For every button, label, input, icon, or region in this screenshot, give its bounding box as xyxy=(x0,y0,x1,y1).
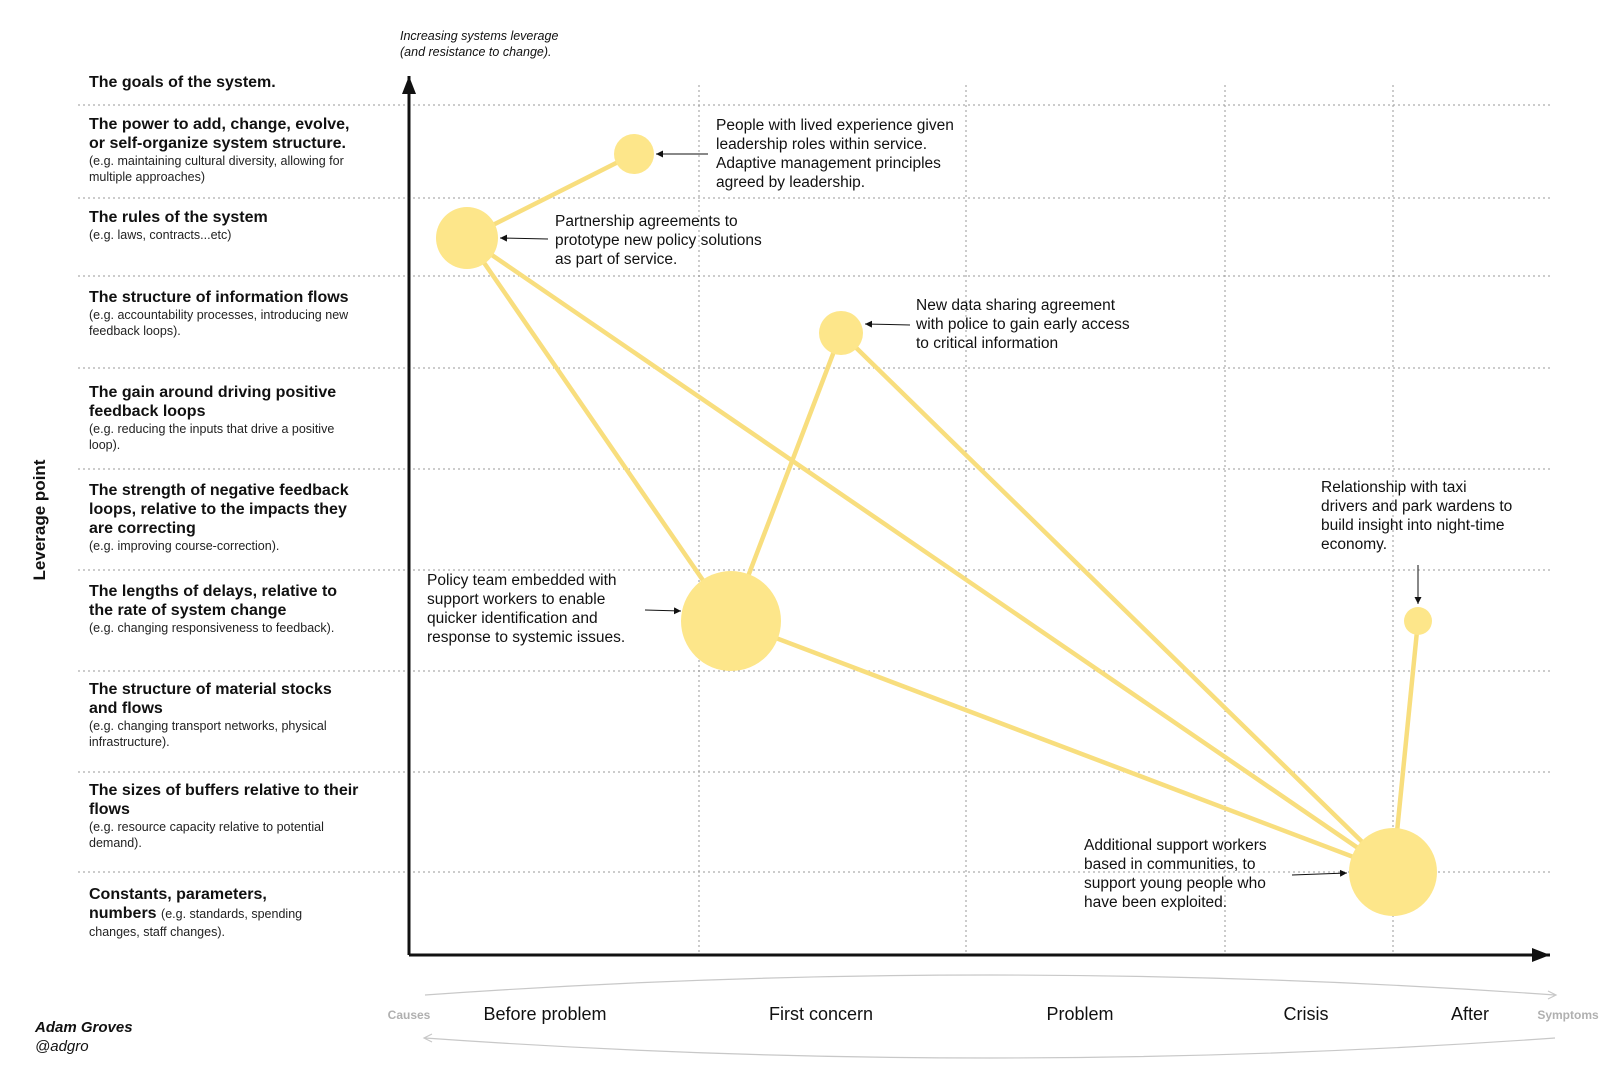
leverage-point-title: Constants, parameters, numbers xyxy=(89,886,267,922)
annotation-lived-experience: People with lived experience given leade… xyxy=(716,117,954,191)
annotation-support-workers: Additional support workers based in comm… xyxy=(1084,837,1267,911)
link-data-sharing-support-workers xyxy=(838,330,1396,875)
leverage-point-desc: (e.g. resource capacity relative to pote… xyxy=(89,820,324,850)
leverage-point-desc: (e.g. changing responsiveness to feedbac… xyxy=(89,621,335,635)
y-axis-label: Leverage point xyxy=(30,459,49,581)
stage-crisis: Crisis xyxy=(1283,1004,1329,1024)
node-data-sharing xyxy=(819,311,863,355)
leverage-point-constants: Constants, parameters, numbers (e.g. sta… xyxy=(89,885,329,941)
leverage-point-title: The structure of material stocks and flo… xyxy=(89,681,332,717)
leverage-point-self-organize: The power to add, change, evolve, or sel… xyxy=(89,115,364,185)
author-handle: @adgro xyxy=(35,1038,89,1055)
author-credit: Adam Groves @adgro xyxy=(35,1018,133,1056)
leverage-point-desc: (e.g. standards, spending changes, staff… xyxy=(89,907,303,939)
leverage-point-desc: (e.g. accountability processes, introduc… xyxy=(89,308,349,338)
annotation-arrows xyxy=(499,150,1422,877)
stage-first-concern: First concern xyxy=(768,1004,874,1024)
author-name: Adam Groves xyxy=(35,1019,133,1036)
leverage-point-goals: The goals of the system. xyxy=(89,73,364,92)
stage-end-symptoms: Symptoms xyxy=(1537,1008,1599,1022)
leverage-point-desc: (e.g. changing transport networks, physi… xyxy=(89,719,327,749)
leverage-point-desc: (e.g. reducing the inputs that drive a p… xyxy=(89,422,335,452)
stage-after: After xyxy=(1450,1004,1490,1024)
annotation-data-sharing: New data sharing agreement with police t… xyxy=(916,297,1130,352)
leverage-point-desc: (e.g. improving course-correction). xyxy=(89,539,280,553)
top-note-line2: (and resistance to change). xyxy=(400,45,552,59)
arrow-policy-team xyxy=(644,607,682,615)
link-partnership-policy-team xyxy=(464,235,734,624)
row-separators xyxy=(78,104,1550,873)
stage-problem: Problem xyxy=(1046,1004,1114,1024)
leverage-point-desc: (e.g. maintaining cultural diversity, al… xyxy=(89,154,344,184)
leverage-point-title: The goals of the system. xyxy=(89,74,276,91)
leverage-point-title: The rules of the system xyxy=(89,209,268,226)
leverage-point-desc: (e.g. laws, contracts...etc) xyxy=(89,228,232,242)
arrow-data-sharing xyxy=(864,320,911,328)
link-partnership-support-workers xyxy=(464,235,1396,875)
stage-end-causes: Causes xyxy=(387,1008,431,1022)
node-support-workers xyxy=(1349,828,1437,916)
leverage-point-buffers: The sizes of buffers relative to their f… xyxy=(89,781,364,851)
node-links xyxy=(464,151,1421,875)
leverage-point-information-flows: The structure of information flows (e.g.… xyxy=(89,288,364,339)
top-note-line1: Increasing systems leverage xyxy=(400,29,559,43)
link-policy-team-data-sharing xyxy=(728,330,844,624)
annotation-partnership: Partnership agreements to prototype new … xyxy=(555,213,762,268)
leverage-point-title: The lengths of delays, relative to the r… xyxy=(89,583,338,619)
column-separators xyxy=(698,85,1394,955)
leverage-point-title: The gain around driving positive feedbac… xyxy=(89,384,337,420)
lifecycle-ellipse xyxy=(422,974,1558,1059)
leverage-point-positive-loops: The gain around driving positive feedbac… xyxy=(89,383,364,453)
node-policy-team xyxy=(681,571,781,671)
leverage-point-delays: The lengths of delays, relative to the r… xyxy=(89,582,364,636)
node-partnership xyxy=(436,207,498,269)
link-policy-team-support-workers xyxy=(728,618,1396,875)
leverage-point-negative-loops: The strength of negative feedback loops,… xyxy=(89,481,364,554)
node-taxi xyxy=(1404,607,1432,635)
leverage-point-title: The strength of negative feedback loops,… xyxy=(89,482,349,537)
leverage-point-title: The power to add, change, evolve, or sel… xyxy=(89,116,350,152)
nodes xyxy=(436,134,1437,916)
annotation-taxi: Relationship with taxi drivers and park … xyxy=(1321,479,1513,553)
link-partnership-lived-experience xyxy=(464,151,637,241)
leverage-point-title: The structure of information flows xyxy=(89,289,349,306)
arrow-partnership xyxy=(499,234,549,242)
leverage-point-rules: The rules of the system (e.g. laws, cont… xyxy=(89,208,364,243)
arrow-support-workers xyxy=(1291,869,1348,877)
stage-before-problem: Before problem xyxy=(483,1004,607,1024)
leverage-point-material-stocks: The structure of material stocks and flo… xyxy=(89,680,364,750)
node-lived-experience xyxy=(614,134,654,174)
leverage-point-title: The sizes of buffers relative to their f… xyxy=(89,782,359,818)
y-axis-direction-note: Increasing systems leverage (and resista… xyxy=(400,28,620,60)
annotation-policy-team: Policy team embedded with support worker… xyxy=(427,572,626,646)
axes xyxy=(402,76,1550,962)
